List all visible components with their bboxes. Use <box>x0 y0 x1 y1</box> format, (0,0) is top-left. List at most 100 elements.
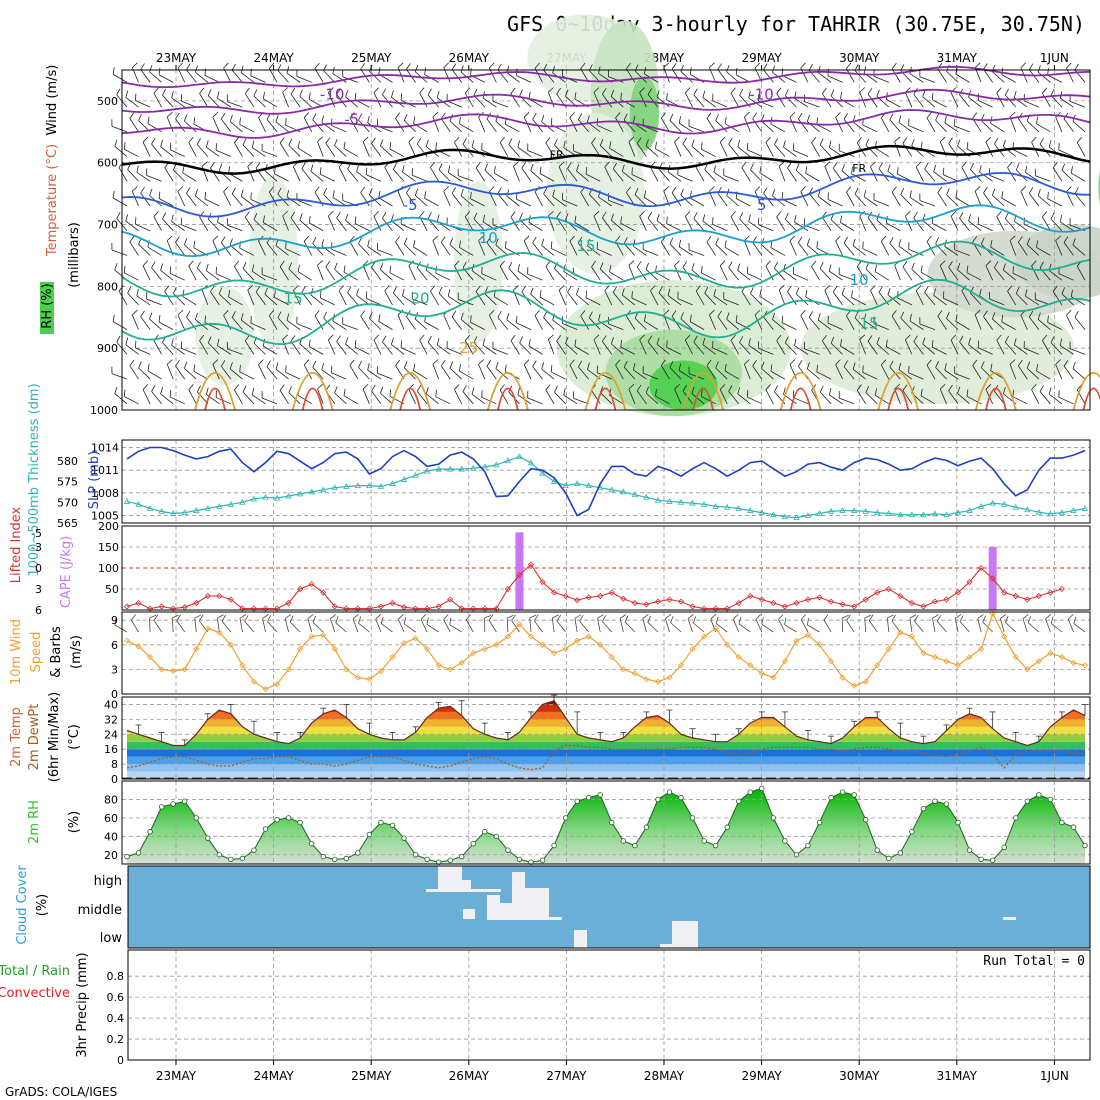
surface-wind-barb <box>1045 618 1051 633</box>
upper-wind-barb <box>750 169 763 182</box>
thickness-point <box>158 508 165 514</box>
upper-wind-barb <box>336 341 347 355</box>
upper-wind-barb <box>1066 186 1072 192</box>
footer-credit: GrADS: COLA/IGES <box>5 1085 117 1099</box>
upper-wind-barb <box>578 242 589 256</box>
upper-wind-barb <box>327 339 336 355</box>
upper-wind-barb <box>839 397 855 405</box>
surface-wind-barb <box>954 614 962 619</box>
upper-wind-barb <box>983 63 988 70</box>
surface-wind-barb <box>738 623 751 633</box>
surface-wind-barb <box>954 618 959 633</box>
upper-wind-barb <box>166 235 173 241</box>
upper-wind-barb <box>955 67 958 75</box>
upper-wind-barb <box>726 312 730 320</box>
upper-wind-barb <box>495 368 509 380</box>
upper-wind-barb <box>373 87 379 93</box>
upper-wind-barb <box>966 389 969 397</box>
surface-wind-barb <box>602 615 606 622</box>
rh-point <box>1082 842 1088 849</box>
upper-wind-barb <box>1031 260 1037 267</box>
lifted-index-point <box>724 605 731 612</box>
lifted-index-point <box>793 599 800 607</box>
upper-wind-barb <box>565 213 569 220</box>
upper-wind-barb <box>843 119 855 133</box>
upper-wind-barb <box>140 316 151 330</box>
surface-wind-barb <box>130 619 139 633</box>
rh-point <box>285 815 292 821</box>
upper-wind-barb <box>898 245 913 256</box>
upper-wind-barb <box>403 113 408 121</box>
upper-wind-barb <box>599 145 613 157</box>
lifted-index-point <box>828 598 835 605</box>
lifted-index-point <box>943 596 950 603</box>
upper-wind-barb <box>194 312 198 320</box>
upper-wind-barb <box>125 97 139 108</box>
upper-wind-barb <box>977 340 980 348</box>
upper-wind-barb <box>513 285 519 291</box>
upper-wind-barb <box>702 344 716 355</box>
upper-wind-barb <box>558 285 565 291</box>
upper-wind-barb <box>854 70 866 83</box>
upper-wind-barb <box>317 260 323 266</box>
surface-wind-barb <box>176 620 186 633</box>
slp-tick: 1008 <box>91 487 119 500</box>
upper-wind-barb <box>493 166 496 174</box>
upper-wind-barb <box>634 188 639 195</box>
upper-wind-barb <box>367 246 382 256</box>
thickness-point <box>1047 510 1054 517</box>
rh-point <box>828 794 834 801</box>
rh-point <box>1070 824 1077 830</box>
upper-wind-barb <box>712 347 728 355</box>
lifted-index-point <box>1024 596 1031 603</box>
cape-tick: 200 <box>98 520 119 533</box>
upper-wind-barb <box>1004 94 1017 108</box>
upper-wind-barb <box>471 270 486 281</box>
upper-wind-barb <box>432 240 440 256</box>
rh-point <box>505 847 511 853</box>
upper-wind-barb <box>527 397 543 405</box>
surface-wind-barb <box>886 618 890 633</box>
upper-wind-barb <box>589 194 601 207</box>
rh-shading <box>546 113 645 274</box>
upper-wind-barb <box>824 166 832 182</box>
upper-wind-barb <box>772 65 776 73</box>
upper-wind-barb <box>752 112 757 119</box>
lifted-index-point <box>550 589 558 596</box>
upper-wind-barb <box>1063 236 1069 243</box>
upper-wind-barb <box>210 162 215 169</box>
upper-wind-barb <box>744 359 750 365</box>
upper-wind-barb <box>517 387 520 395</box>
rh-point <box>308 841 315 847</box>
upper-wind-barb <box>369 70 382 83</box>
upper-wind-barb <box>149 71 162 83</box>
upper-wind-barb <box>290 217 301 231</box>
upper-wind-barb <box>671 63 677 70</box>
upper-wind-barb <box>250 322 266 331</box>
upper-wind-barb <box>798 236 803 243</box>
rh-point <box>932 798 938 804</box>
surface-wind-barb <box>262 618 266 633</box>
upper-wind-barb <box>510 87 516 94</box>
upper-wind-barb <box>1069 348 1086 355</box>
upper-wind-barb <box>900 317 913 330</box>
upper-wind-barb <box>290 93 301 108</box>
upper-wind-barb <box>644 320 659 330</box>
upper-wind-barb <box>244 211 250 218</box>
upper-wind-barb <box>1003 269 1016 281</box>
upper-wind-barb <box>449 361 454 369</box>
upper-wind-barb <box>321 369 335 380</box>
wind-tick: 0 <box>111 688 118 701</box>
li-tick: -3 <box>31 541 42 554</box>
upper-wind-barb <box>996 87 1002 94</box>
surface-wind-barb <box>932 614 939 619</box>
upper-wind-barb <box>183 114 188 122</box>
upper-wind-barb <box>634 70 647 83</box>
surface-wind-barb <box>449 624 462 633</box>
upper-wind-barb <box>819 138 824 146</box>
rh-units-label: (%) <box>67 811 82 834</box>
upper-wind-barb <box>1055 235 1061 242</box>
upper-wind-barb <box>843 113 848 120</box>
upper-wind-barb <box>177 191 186 207</box>
upper-wind-barb <box>808 317 820 330</box>
